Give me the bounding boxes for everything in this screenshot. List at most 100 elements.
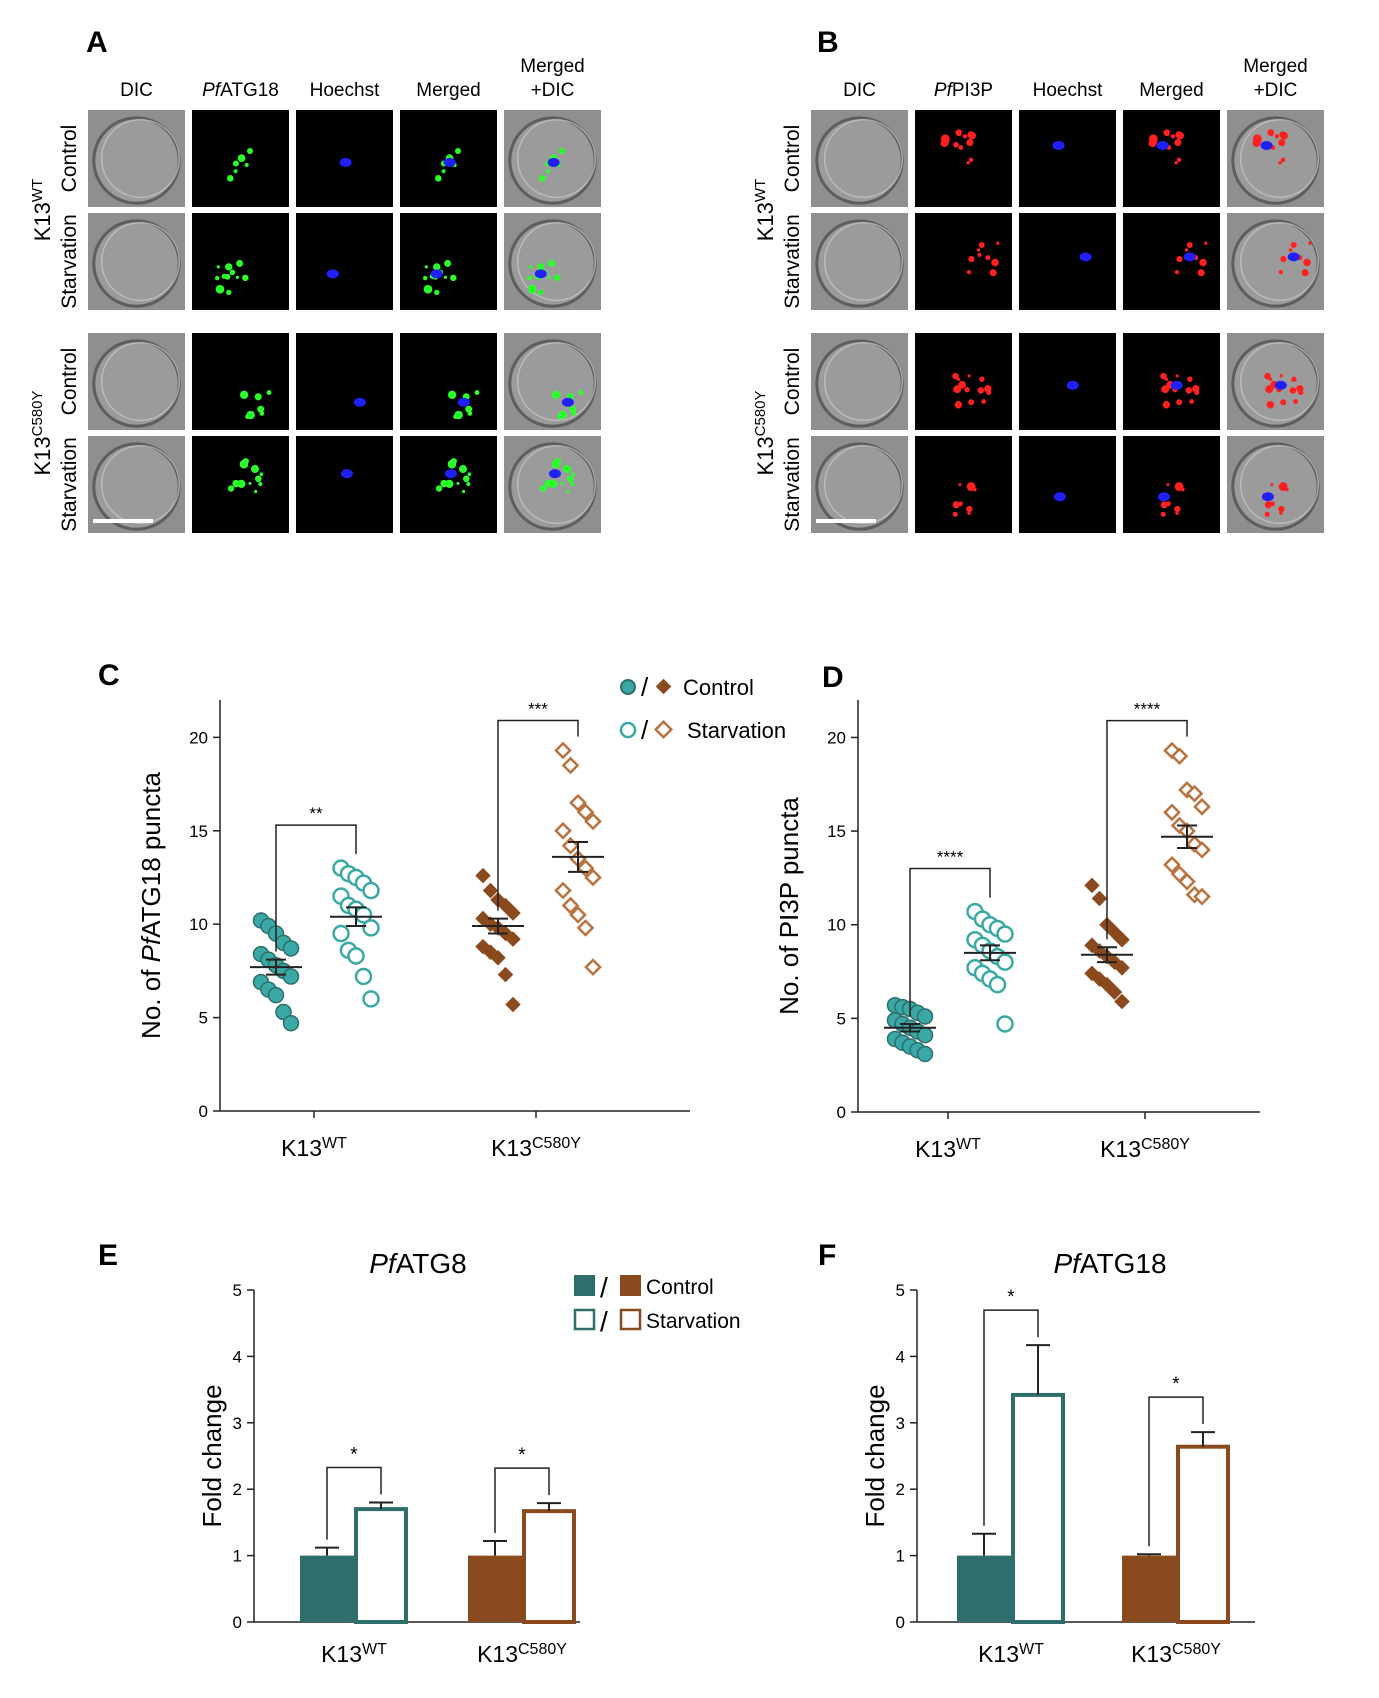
punctum: [1274, 134, 1280, 139]
punctum: [1279, 374, 1283, 378]
cell-halo: [516, 341, 597, 422]
nucleus: [1156, 140, 1169, 150]
significance-bracket: [1106, 719, 1188, 940]
punctum: [1280, 255, 1287, 263]
legend-control-label: Control: [646, 1276, 714, 1299]
fluorescence-image-tile: [1019, 333, 1116, 430]
punctum: [254, 393, 262, 401]
punctum: [445, 479, 454, 489]
punctum: [467, 411, 473, 416]
punctum: [422, 275, 428, 281]
legend-starvation-diamond-icon: [653, 719, 674, 740]
punctum: [1197, 269, 1205, 277]
punctum: [549, 479, 558, 489]
data-point: [1193, 887, 1211, 906]
column-header: Merged: [1139, 80, 1203, 101]
data-point: [1170, 747, 1189, 766]
punctum: [250, 464, 260, 473]
punctum: [976, 248, 981, 252]
data-point: [282, 1014, 300, 1032]
panel-label-c: C: [98, 659, 120, 692]
data-point: [916, 1045, 934, 1063]
condition-label: Control: [58, 348, 81, 416]
data-point: [1106, 924, 1123, 940]
punctum: [1162, 400, 1171, 409]
punctum: [461, 489, 466, 494]
y-tick-label: 20: [189, 728, 208, 747]
punctum: [246, 410, 255, 420]
punctum: [443, 275, 447, 279]
punctum: [962, 134, 968, 139]
punctum: [954, 400, 963, 409]
punctum: [1174, 270, 1180, 275]
y-tick-label: 5: [837, 1009, 846, 1028]
column-header: Merged: [1243, 56, 1307, 77]
scatter-chart-c: 0 5 10 15 20 No. of PfATG18 puncta K13WT ** K13C…: [136, 700, 690, 1161]
data-point: [916, 1008, 934, 1025]
punctum: [571, 411, 577, 416]
data-point: [996, 925, 1014, 943]
punctum: [229, 269, 236, 276]
punctum: [1291, 376, 1297, 382]
condition-label: Starvation: [58, 437, 81, 532]
column-header: +DIC: [1254, 80, 1298, 101]
strain-label: K13WT: [29, 179, 56, 241]
cell-outline: [92, 219, 181, 308]
punctum: [958, 483, 962, 487]
y-tick-label: 0: [837, 1103, 846, 1122]
fluorescence-image-tile: [296, 213, 393, 310]
condition-label: Control: [781, 125, 804, 193]
data-point: [561, 836, 580, 855]
fluorescence-image-tile: [1019, 436, 1116, 533]
punctum: [424, 265, 428, 269]
cell-halo: [516, 118, 597, 199]
y-tick-label: 0: [233, 1613, 242, 1632]
punctum: [1180, 487, 1185, 492]
punctum: [467, 472, 472, 477]
column-header: DIC: [843, 80, 876, 101]
punctum: [221, 273, 227, 279]
cell-halo: [100, 221, 181, 302]
punctum: [996, 241, 1000, 245]
punctum: [562, 464, 572, 473]
punctum: [1176, 255, 1183, 263]
punctum: [958, 501, 963, 507]
y-tick-label: 20: [827, 728, 846, 747]
punctum: [1184, 248, 1189, 252]
cell-halo: [516, 221, 597, 302]
punctum: [972, 487, 977, 492]
punctum: [244, 162, 249, 168]
punctum: [558, 410, 567, 420]
punctum: [1186, 242, 1193, 249]
punctum: [1279, 511, 1283, 516]
data-point: [1178, 872, 1196, 891]
cell-outline: [1231, 116, 1320, 205]
punctum: [1160, 372, 1167, 380]
y-tick-label: 0: [199, 1102, 208, 1121]
x-tick-label: K13WT: [978, 1641, 1044, 1668]
nucleus: [1079, 252, 1092, 262]
punctum: [1175, 131, 1183, 139]
punctum: [1270, 483, 1274, 487]
punctum: [967, 131, 975, 139]
punctum: [1279, 131, 1287, 139]
y-tick-label: 5: [199, 1009, 208, 1028]
punctum: [259, 411, 265, 416]
data-point: [584, 958, 602, 976]
significance-marker: ****: [1134, 700, 1161, 719]
scatter-legend: / Control / Starvation: [619, 672, 786, 745]
x-tick-label: K13C580Y: [477, 1641, 567, 1668]
punctum: [1293, 399, 1299, 404]
data-point: [362, 990, 380, 1008]
punctum: [1278, 505, 1285, 513]
nucleus: [339, 157, 352, 167]
punctum: [953, 141, 959, 148]
cell-halo: [823, 341, 904, 422]
cell-halo: [1239, 341, 1320, 422]
significance-marker: **: [309, 804, 323, 823]
significance-bracket: [326, 1466, 382, 1540]
punctum: [434, 289, 440, 296]
punctum: [539, 485, 547, 492]
cell-halo: [100, 341, 181, 422]
cell-outline: [92, 339, 181, 428]
